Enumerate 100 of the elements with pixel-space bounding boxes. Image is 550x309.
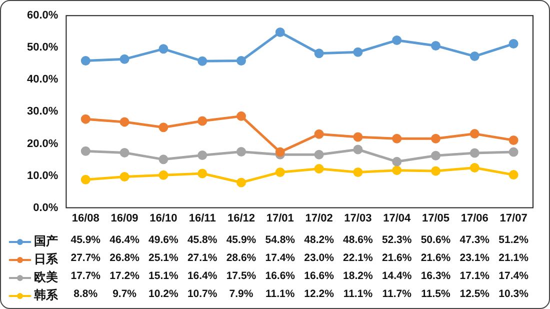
y-tick-label: 40.0% [26, 74, 58, 86]
x-tick-label: 16/10 [150, 212, 178, 224]
point [80, 56, 90, 66]
data-label: 16.6% [265, 270, 296, 282]
data-label: 12.5% [460, 288, 490, 300]
data-label: 50.6% [420, 234, 451, 246]
data-label: 10.2% [148, 288, 178, 300]
data-label: 52.3% [382, 234, 412, 246]
point [80, 114, 90, 124]
data-label: 16.3% [420, 270, 451, 282]
data-label: 21.6% [420, 252, 451, 264]
data-label: 51.2% [498, 234, 528, 246]
point [470, 148, 480, 158]
data-label: 11.1% [266, 288, 295, 300]
point [158, 122, 168, 132]
point [431, 40, 440, 50]
x-tick-label: 17/02 [305, 212, 333, 224]
data-label: 47.3% [460, 234, 490, 246]
data-label: 26.8% [110, 252, 140, 264]
point [275, 28, 285, 38]
data-label: 17.1% [460, 270, 490, 282]
point [236, 178, 246, 188]
point [314, 164, 324, 174]
point [431, 166, 440, 176]
x-tick-label: 17/01 [266, 212, 294, 224]
data-label: 10.3% [498, 288, 528, 300]
point [508, 39, 518, 49]
point [198, 116, 208, 126]
data-label: 12.2% [304, 288, 334, 300]
y-tick-label: 50.0% [26, 42, 58, 54]
data-label: 11.1% [343, 288, 373, 300]
x-tick-label: 17/03 [344, 212, 372, 224]
data-label: 48.6% [343, 234, 373, 246]
data-label: 17.7% [70, 270, 101, 282]
point [353, 47, 363, 57]
data-label: 27.7% [70, 252, 101, 264]
data-label: 11.5% [421, 288, 450, 300]
legend-label: 国产 [34, 233, 58, 250]
data-label: 14.4% [382, 270, 412, 282]
data-label: 17.2% [110, 270, 140, 282]
data-label: 25.1% [148, 252, 178, 264]
x-tick-label: 16/09 [110, 212, 138, 224]
data-label: 17.4% [265, 252, 296, 264]
data-label: 45.8% [187, 234, 218, 246]
point [314, 48, 324, 58]
data-label: 16.4% [187, 270, 218, 282]
data-label: 46.4% [110, 234, 140, 246]
point [314, 150, 324, 160]
point [470, 129, 480, 139]
point [236, 146, 246, 156]
y-tick-label: 20.0% [26, 138, 58, 150]
point [508, 170, 518, 180]
x-tick-label: 16/11 [188, 212, 216, 224]
y-tick-label: 30.0% [26, 106, 58, 118]
point [314, 129, 324, 139]
point [470, 163, 480, 173]
point [158, 170, 168, 180]
data-label: 11.7% [382, 288, 412, 300]
point [392, 166, 402, 176]
data-label: 17.5% [226, 270, 256, 282]
x-tick-label: 17/04 [383, 212, 412, 224]
data-label: 8.8% [74, 288, 98, 300]
point [120, 172, 130, 182]
x-tick-label: 16/08 [72, 212, 100, 224]
data-label: 15.1% [148, 270, 178, 282]
point [158, 44, 168, 54]
point [198, 168, 208, 178]
point [158, 154, 168, 164]
y-tick-label: 10.0% [26, 170, 58, 182]
data-label: 45.9% [226, 234, 256, 246]
legend-label: 韩系 [34, 287, 58, 304]
legend-label: 欧美 [34, 269, 58, 286]
point [236, 111, 246, 121]
data-label: 49.6% [148, 234, 178, 246]
point [353, 144, 363, 154]
x-tick-label: 17/07 [500, 212, 528, 224]
y-tick-label: 60.0% [26, 10, 58, 22]
x-tick-label: 17/05 [422, 212, 450, 224]
point [392, 36, 402, 46]
data-label: 21.1% [498, 252, 528, 264]
data-label: 23.1% [460, 252, 490, 264]
point [275, 167, 285, 177]
data-label: 27.1% [187, 252, 218, 264]
point [236, 56, 246, 66]
data-label: 45.9% [70, 234, 101, 246]
y-tick-label: 0.0% [33, 202, 58, 214]
point [392, 156, 402, 166]
x-tick-label: 17/06 [460, 212, 488, 224]
point [120, 148, 130, 158]
point [198, 56, 208, 66]
data-label: 7.9% [229, 288, 254, 300]
point [470, 52, 480, 62]
data-label: 22.1% [343, 252, 373, 264]
point [508, 147, 518, 157]
point [275, 147, 285, 157]
x-tick-label: 16/12 [227, 212, 256, 224]
data-label: 10.7% [187, 288, 218, 300]
point [353, 167, 363, 177]
point [431, 134, 440, 144]
data-label: 23.0% [304, 252, 334, 264]
